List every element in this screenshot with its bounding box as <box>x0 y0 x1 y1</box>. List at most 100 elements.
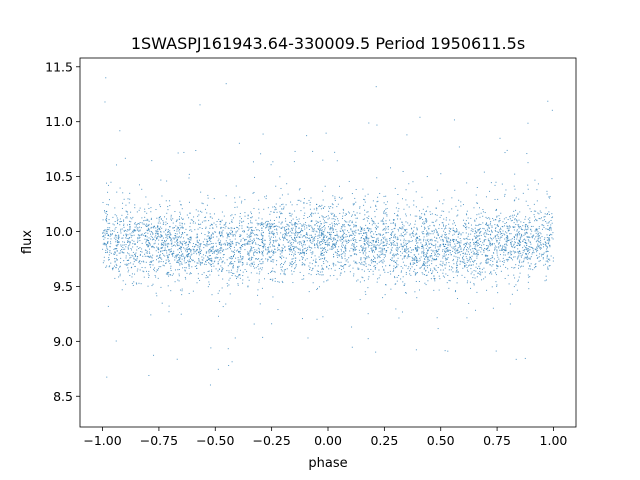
data-point <box>230 241 232 243</box>
data-point <box>486 233 488 235</box>
data-point <box>138 234 140 236</box>
data-point <box>541 244 542 246</box>
data-point <box>210 347 212 349</box>
data-point <box>510 215 512 217</box>
data-point <box>491 255 493 257</box>
data-point <box>317 270 319 272</box>
data-point <box>329 229 331 231</box>
data-point <box>312 282 314 284</box>
data-point <box>155 276 157 278</box>
data-point <box>114 207 116 209</box>
data-point <box>532 237 534 239</box>
data-point <box>447 257 449 259</box>
data-point <box>205 251 207 253</box>
data-point <box>503 225 505 227</box>
data-point <box>186 248 188 250</box>
data-point <box>408 241 410 243</box>
data-point <box>157 243 159 245</box>
data-point <box>445 262 447 264</box>
data-point <box>520 221 522 223</box>
data-point <box>170 216 172 218</box>
data-point <box>518 240 520 242</box>
data-point <box>312 236 314 238</box>
data-point <box>543 225 545 227</box>
data-point <box>138 230 140 232</box>
data-point <box>134 222 136 224</box>
data-point <box>327 245 328 247</box>
data-point <box>281 280 283 282</box>
data-point <box>254 176 256 178</box>
data-point <box>270 251 272 253</box>
data-point <box>519 266 521 268</box>
data-point <box>149 256 151 258</box>
data-point <box>185 242 187 244</box>
data-point <box>189 238 191 240</box>
data-point <box>470 287 472 289</box>
data-point <box>419 257 421 259</box>
data-point <box>446 238 448 240</box>
data-point <box>165 241 167 243</box>
data-point <box>273 219 275 221</box>
data-point <box>529 249 531 251</box>
data-point <box>156 246 158 248</box>
data-point <box>262 252 264 254</box>
data-point <box>518 253 520 255</box>
data-point <box>303 275 305 277</box>
data-point <box>311 247 313 249</box>
data-point <box>240 246 242 248</box>
data-point <box>273 211 275 213</box>
data-point <box>291 264 293 266</box>
data-point <box>115 257 117 259</box>
data-point <box>213 222 215 224</box>
data-point <box>436 219 438 221</box>
data-point <box>138 237 140 239</box>
data-point <box>353 203 355 205</box>
data-point <box>395 308 397 310</box>
data-point <box>220 240 222 242</box>
data-point <box>161 302 163 304</box>
data-point <box>404 249 406 251</box>
data-point <box>293 271 295 273</box>
data-point <box>272 296 274 298</box>
data-point <box>190 236 192 238</box>
data-point <box>151 223 152 225</box>
data-point <box>353 246 355 248</box>
data-point <box>413 235 415 237</box>
data-point <box>474 220 476 222</box>
data-point <box>475 270 477 272</box>
data-point <box>513 214 515 216</box>
data-point <box>281 263 283 265</box>
data-point <box>424 264 426 266</box>
data-point <box>265 195 267 197</box>
data-point <box>365 293 367 295</box>
data-point <box>506 236 508 238</box>
data-point <box>484 247 486 249</box>
data-point <box>261 246 263 248</box>
data-point <box>159 254 161 256</box>
data-point <box>380 240 382 242</box>
data-point <box>497 198 499 200</box>
data-point <box>494 224 496 226</box>
data-point <box>278 249 280 251</box>
data-point <box>314 265 316 267</box>
data-point <box>476 214 478 216</box>
data-point <box>358 249 360 251</box>
data-point <box>318 234 320 236</box>
data-point <box>466 247 468 249</box>
data-point <box>183 240 185 242</box>
data-point <box>144 267 146 269</box>
data-point <box>137 237 139 239</box>
data-point <box>208 244 210 246</box>
data-point <box>144 208 146 210</box>
data-point <box>517 243 519 245</box>
data-point <box>379 234 381 236</box>
data-point <box>444 264 446 266</box>
data-point <box>402 245 404 247</box>
data-point <box>382 236 384 238</box>
data-point <box>546 228 548 230</box>
data-point <box>244 240 246 242</box>
data-point <box>536 229 538 231</box>
data-point <box>541 228 543 230</box>
data-point <box>303 207 305 209</box>
data-point <box>516 221 518 223</box>
